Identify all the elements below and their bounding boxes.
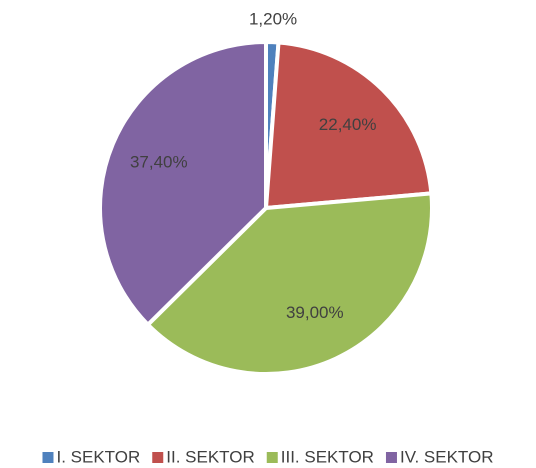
data-label: 39,00% (286, 303, 344, 322)
legend-swatch (152, 452, 164, 463)
legend-label: III. SEKTOR (281, 447, 374, 466)
legend: I. SEKTOR II. SEKTOR III. SEKTOR IV. SEKTOR (42, 447, 494, 466)
data-label: 1,20% (249, 10, 297, 29)
data-label: 37,40% (130, 153, 188, 172)
pie-slice (145, 191, 434, 376)
legend-label: II. SEKTOR (166, 447, 255, 466)
pie-slice (98, 40, 268, 327)
legend-swatch (266, 452, 278, 463)
pie-slice (264, 40, 434, 210)
legend-swatch (385, 452, 397, 463)
data-label: 22,40% (319, 115, 377, 134)
legend-swatch (42, 452, 54, 463)
legend-label: I. SEKTOR (56, 447, 140, 466)
legend-label: IV. SEKTOR (400, 447, 494, 466)
